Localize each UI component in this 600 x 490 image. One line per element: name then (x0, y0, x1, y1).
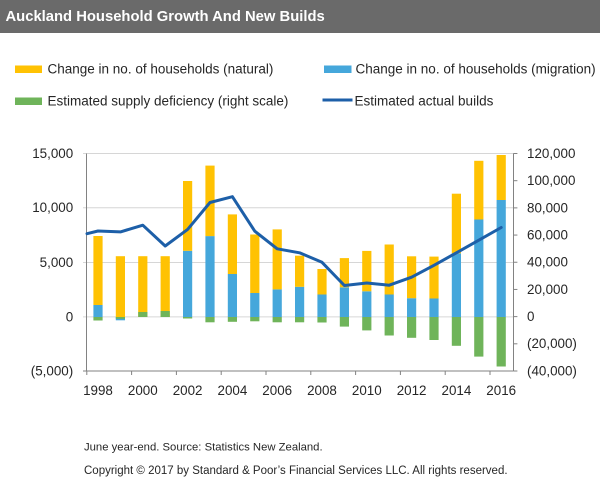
svg-text:(40,000): (40,000) (527, 363, 577, 378)
svg-text:120,000: 120,000 (527, 146, 575, 161)
svg-text:20,000: 20,000 (527, 282, 568, 297)
svg-text:1998: 1998 (83, 383, 113, 398)
svg-text:(5,000): (5,000) (31, 363, 73, 378)
svg-text:2010: 2010 (352, 383, 382, 398)
svg-text:2016: 2016 (486, 383, 516, 398)
svg-text:2004: 2004 (218, 383, 248, 398)
svg-text:2006: 2006 (262, 383, 292, 398)
svg-text:0: 0 (66, 309, 73, 324)
svg-text:0: 0 (527, 309, 534, 324)
svg-text:60,000: 60,000 (527, 227, 568, 242)
svg-text:100,000: 100,000 (527, 173, 575, 188)
svg-text:Estimated supply deficiency (r: Estimated supply deficiency (right scale… (48, 94, 289, 109)
svg-text:Change in no. of households (m: Change in no. of households (migration) (356, 62, 596, 77)
svg-text:15,000: 15,000 (32, 146, 73, 161)
svg-text:80,000: 80,000 (527, 200, 568, 215)
svg-text:Auckland Household Growth And: Auckland Household Growth And New Builds (6, 9, 325, 25)
svg-text:2012: 2012 (397, 383, 427, 398)
svg-text:June year-end. Source: Statist: June year-end. Source: Statistics New Ze… (84, 442, 323, 454)
svg-text:10,000: 10,000 (32, 200, 73, 215)
svg-text:5,000: 5,000 (40, 255, 74, 270)
svg-text:Copyright © 2017 by Standard &: Copyright © 2017 by Standard & Poor’s Fi… (84, 465, 508, 477)
svg-text:2008: 2008 (307, 383, 337, 398)
svg-text:Estimated actual builds: Estimated actual builds (355, 94, 494, 109)
svg-text:Change in no. of households (n: Change in no. of households (natural) (48, 62, 274, 77)
svg-text:2014: 2014 (442, 383, 472, 398)
svg-text:2002: 2002 (173, 383, 203, 398)
svg-text:(20,000): (20,000) (527, 336, 577, 351)
svg-text:2000: 2000 (128, 383, 158, 398)
svg-text:40,000: 40,000 (527, 255, 568, 270)
